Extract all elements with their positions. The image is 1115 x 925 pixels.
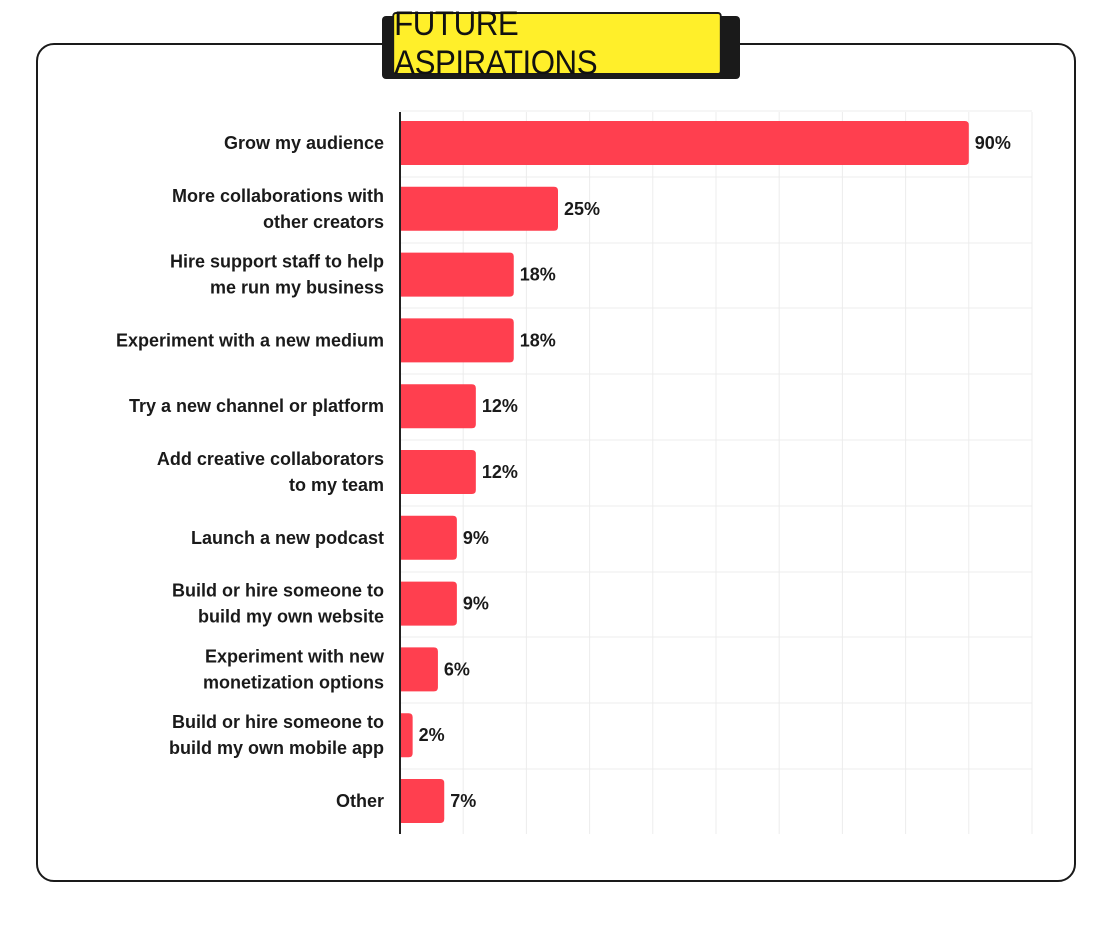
bar <box>400 121 969 165</box>
category-label: Launch a new podcast <box>191 528 384 548</box>
value-label: 18% <box>520 330 556 350</box>
category-label-line: Add creative collaborators <box>157 449 384 469</box>
category-label-line: me run my business <box>210 278 384 298</box>
category-label-line: build my own mobile app <box>169 738 384 758</box>
category-label: Grow my audience <box>224 133 384 153</box>
value-label: 12% <box>482 396 518 416</box>
category-label-line: build my own website <box>198 607 384 627</box>
value-label: 6% <box>444 659 470 679</box>
value-label: 9% <box>463 528 489 548</box>
category-label: Build or hire someone to build my own mob… <box>169 712 384 758</box>
category-label-line: monetization options <box>203 672 384 692</box>
chart-card <box>36 43 1076 882</box>
category-label-line: More collaborations with <box>172 186 384 206</box>
category-label: Experiment with a new medium <box>116 330 384 350</box>
category-label-line: Experiment with new <box>205 646 385 666</box>
bar <box>400 779 445 823</box>
bars-layer <box>400 121 969 823</box>
bar <box>400 252 514 297</box>
category-label: Other <box>336 791 384 811</box>
value-label: 7% <box>450 791 476 811</box>
value-label: 90% <box>975 133 1011 153</box>
bar <box>400 713 413 758</box>
value-label: 18% <box>520 265 556 285</box>
category-label-line: Build or hire someone to <box>172 581 384 601</box>
category-label-line: Hire support staff to help <box>170 252 384 272</box>
category-label-line: Launch a new podcast <box>191 528 384 548</box>
category-label-line: Build or hire someone to <box>172 712 384 732</box>
value-label: 25% <box>564 199 600 219</box>
category-label-line: Other <box>336 791 384 811</box>
bar <box>400 450 476 494</box>
category-label: Try a new channel or platform <box>129 396 384 416</box>
bar <box>400 384 476 429</box>
category-label: Build or hire someone to build my own web… <box>172 581 384 627</box>
category-label-line: to my team <box>289 475 384 495</box>
category-label: Add creative collaborators to my team <box>157 449 384 495</box>
bar <box>400 318 514 363</box>
labels-layer: 90% Grow my audience 25% More collaboration… <box>116 133 1011 811</box>
bar <box>400 515 457 560</box>
category-label-line: Try a new channel or platform <box>129 396 384 416</box>
category-label-line: Experiment with a new medium <box>116 330 384 350</box>
bar <box>400 647 438 692</box>
category-label-line: Grow my audience <box>224 133 384 153</box>
value-label: 9% <box>463 594 489 614</box>
category-label: Hire support staff to help me run my busi… <box>170 252 384 298</box>
bar <box>400 186 558 231</box>
category-label-line: other creators <box>263 212 384 232</box>
value-label: 2% <box>419 725 445 745</box>
value-label: 12% <box>482 462 518 482</box>
category-label: Experiment with new monetization options <box>203 646 385 692</box>
bar <box>400 581 457 626</box>
category-label: More collaborations with other creators <box>172 186 384 232</box>
